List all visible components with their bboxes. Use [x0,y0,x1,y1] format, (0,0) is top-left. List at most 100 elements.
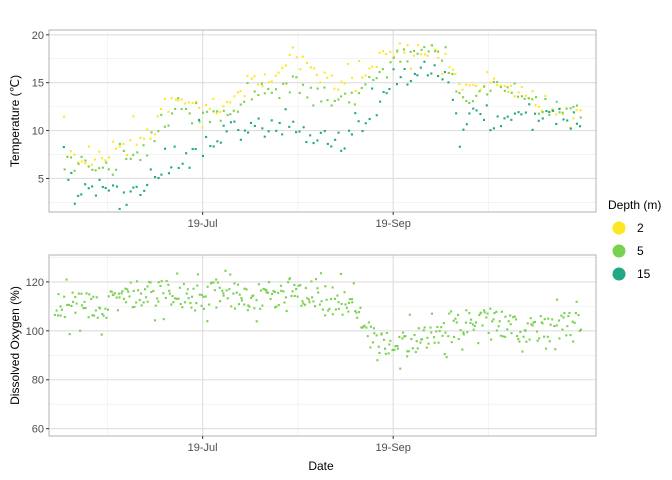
data-point [544,94,547,97]
data-point [222,105,225,108]
data-point [57,314,60,317]
data-point [524,329,527,332]
data-point [287,281,290,284]
data-point [344,303,347,306]
data-point [177,97,180,100]
data-point [181,306,184,309]
data-point [112,140,115,143]
data-point [396,347,399,350]
data-point [198,293,201,296]
data-point [113,292,116,295]
data-point [579,328,582,331]
data-point [94,309,97,312]
data-point [124,287,127,290]
data-point [77,161,80,164]
data-point [465,123,468,126]
data-point [88,293,91,296]
data-point [219,110,222,113]
data-point [450,310,453,313]
data-point [479,113,482,116]
data-point [177,166,180,169]
data-point [462,331,465,334]
data-point [399,76,402,79]
data-point [547,317,550,320]
data-point [382,338,385,341]
data-point [72,300,75,303]
data-point [73,153,76,156]
data-point [548,113,551,116]
data-point [122,142,125,145]
data-point [437,56,440,59]
data-point [472,107,475,110]
data-point [506,86,509,89]
data-point [440,326,443,329]
data-point [235,291,238,294]
data-point [171,295,174,298]
data-point [278,121,281,124]
data-point [443,71,446,74]
data-point [84,307,87,310]
data-point [333,99,336,102]
data-point [249,121,252,124]
dissolved-oxygen-panel: 60 80 100 120 19-Jul 19-Sep Dissolved Oxygen (… [8,254,597,454]
data-point [455,321,458,324]
data-point [351,76,354,79]
data-point [87,187,90,190]
data-point [240,297,243,300]
data-point [128,295,131,298]
data-point [459,329,462,332]
data-point [132,186,135,189]
data-point [212,145,215,148]
data-point [177,99,180,102]
legend-label: 5 [637,244,644,258]
data-point [545,110,548,113]
data-point [503,85,506,88]
data-point [510,118,513,121]
data-point [162,318,165,321]
data-point [315,278,318,281]
data-point [312,104,315,107]
data-point [510,91,513,94]
data-point [195,302,198,305]
data-point [267,291,270,294]
data-point [70,304,73,307]
data-point [299,68,302,71]
data-point [160,107,163,110]
data-point [427,50,430,53]
data-point [226,297,229,300]
data-point [264,288,267,291]
data-point [333,297,336,300]
data-point [94,169,97,172]
data-point [302,126,305,129]
legend-label: 15 [637,267,651,281]
data-point [389,339,392,342]
data-point [499,86,502,89]
data-point [143,137,146,140]
data-point [216,281,219,284]
data-point [376,359,379,362]
data-point [372,79,375,82]
y-tick-label: 100 [26,326,44,338]
data-point [565,107,568,110]
data-point [364,83,367,86]
data-point [278,97,281,100]
data-point [112,184,115,187]
data-point [70,171,73,174]
data-point [320,272,323,275]
data-point [154,304,157,307]
data-point [369,325,372,328]
data-point [125,203,128,206]
data-point [201,126,204,129]
data-point [478,90,481,93]
data-point [507,90,510,93]
data-point [222,292,225,295]
data-point [555,324,558,327]
data-point [416,347,419,350]
data-point [277,71,280,74]
data-point [378,51,381,54]
data-point [146,300,149,303]
data-point [458,83,461,86]
data-point [479,88,482,91]
data-point [403,51,406,54]
data-point [569,334,572,337]
